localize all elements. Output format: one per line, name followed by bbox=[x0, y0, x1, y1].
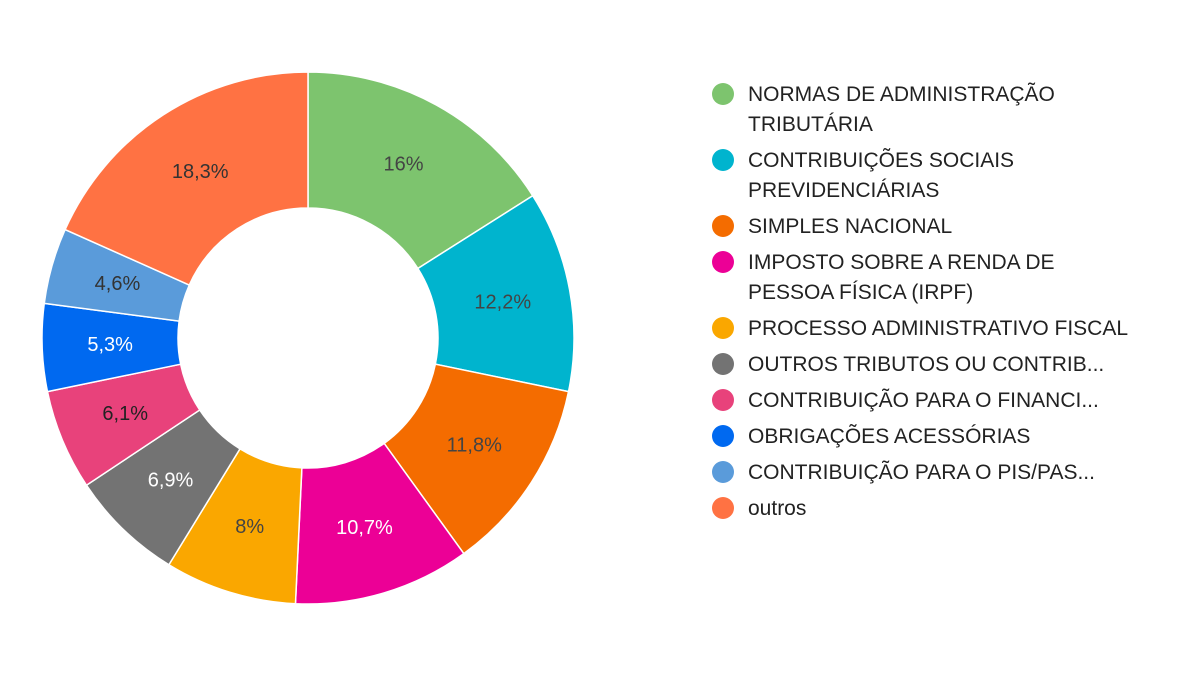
donut-slice-9 bbox=[64, 71, 309, 287]
legend-label-0: NORMAS DE ADMINISTRAÇÃO TRIBUTÁRIA bbox=[748, 83, 1055, 136]
donut-plot: 16% 12,2% 11,8% 10,7% 8% 6,9% 6,1% 5,3% 4,6% 18,3… bbox=[41, 71, 575, 605]
legend-swatch-5 bbox=[712, 353, 734, 375]
legend-swatch-3 bbox=[712, 251, 734, 273]
legend-item-5: OUTROS TRIBUTOS OU CONTRIB... bbox=[712, 350, 1182, 380]
legend-label-6: CONTRIBUIÇÃO PARA O FINANCI... bbox=[748, 389, 1099, 412]
legend-swatch-6 bbox=[712, 389, 734, 411]
legend-swatch-7 bbox=[712, 425, 734, 447]
legend-label-3: IMPOSTO SOBRE A RENDA DE PESSOA FÍSICA (… bbox=[748, 251, 1055, 304]
legend-swatch-9 bbox=[712, 497, 734, 519]
slice-value-label-1: 12,2% bbox=[474, 291, 531, 313]
legend-swatch-8 bbox=[712, 461, 734, 483]
legend-item-9: outros bbox=[712, 494, 1182, 524]
legend-item-7: OBRIGAÇÕES ACESSÓRIAS bbox=[712, 422, 1182, 452]
legend-label-9: outros bbox=[748, 497, 807, 520]
legend-label-8: CONTRIBUIÇÃO PARA O PIS/PAS... bbox=[748, 461, 1095, 484]
slice-value-label-4: 8% bbox=[235, 516, 264, 538]
legend: NORMAS DE ADMINISTRAÇÃO TRIBUTÁRIA CONTRI… bbox=[712, 80, 1182, 530]
donut-slice-0 bbox=[307, 71, 534, 270]
slice-value-label-6: 6,1% bbox=[102, 403, 148, 425]
legend-label-7: OBRIGAÇÕES ACESSÓRIAS bbox=[748, 425, 1031, 448]
slice-value-label-3: 10,7% bbox=[336, 517, 393, 539]
legend-item-1: CONTRIBUIÇÕES SOCIAIS PREVIDENCIÁRIAS bbox=[712, 146, 1182, 206]
slice-value-label-0: 16% bbox=[383, 154, 423, 176]
legend-item-4: PROCESSO ADMINISTRATIVO FISCAL bbox=[712, 314, 1182, 344]
legend-swatch-1 bbox=[712, 149, 734, 171]
legend-item-0: NORMAS DE ADMINISTRAÇÃO TRIBUTÁRIA bbox=[712, 80, 1182, 140]
slice-value-label-9: 18,3% bbox=[172, 161, 229, 183]
slice-value-label-7: 5,3% bbox=[87, 334, 133, 356]
legend-swatch-2 bbox=[712, 215, 734, 237]
donut-slice-1 bbox=[416, 194, 575, 393]
legend-label-2: SIMPLES NACIONAL bbox=[748, 215, 953, 238]
legend-label-4: PROCESSO ADMINISTRATIVO FISCAL bbox=[748, 317, 1129, 340]
slice-value-label-5: 6,9% bbox=[148, 470, 194, 492]
legend-item-3: IMPOSTO SOBRE A RENDA DE PESSOA FÍSICA (… bbox=[712, 248, 1182, 308]
legend-swatch-4 bbox=[712, 317, 734, 339]
legend-item-2: SIMPLES NACIONAL bbox=[712, 212, 1182, 242]
slice-value-label-8: 4,6% bbox=[95, 273, 141, 295]
legend-label-1: CONTRIBUIÇÕES SOCIAIS PREVIDENCIÁRIAS bbox=[748, 149, 1015, 202]
legend-label-5: OUTROS TRIBUTOS OU CONTRIB... bbox=[748, 353, 1105, 376]
slice-value-label-2: 11,8% bbox=[447, 434, 502, 456]
legend-item-6: CONTRIBUIÇÃO PARA O FINANCI... bbox=[712, 386, 1182, 416]
legend-swatch-0 bbox=[712, 83, 734, 105]
legend-item-8: CONTRIBUIÇÃO PARA O PIS/PAS... bbox=[712, 458, 1182, 488]
